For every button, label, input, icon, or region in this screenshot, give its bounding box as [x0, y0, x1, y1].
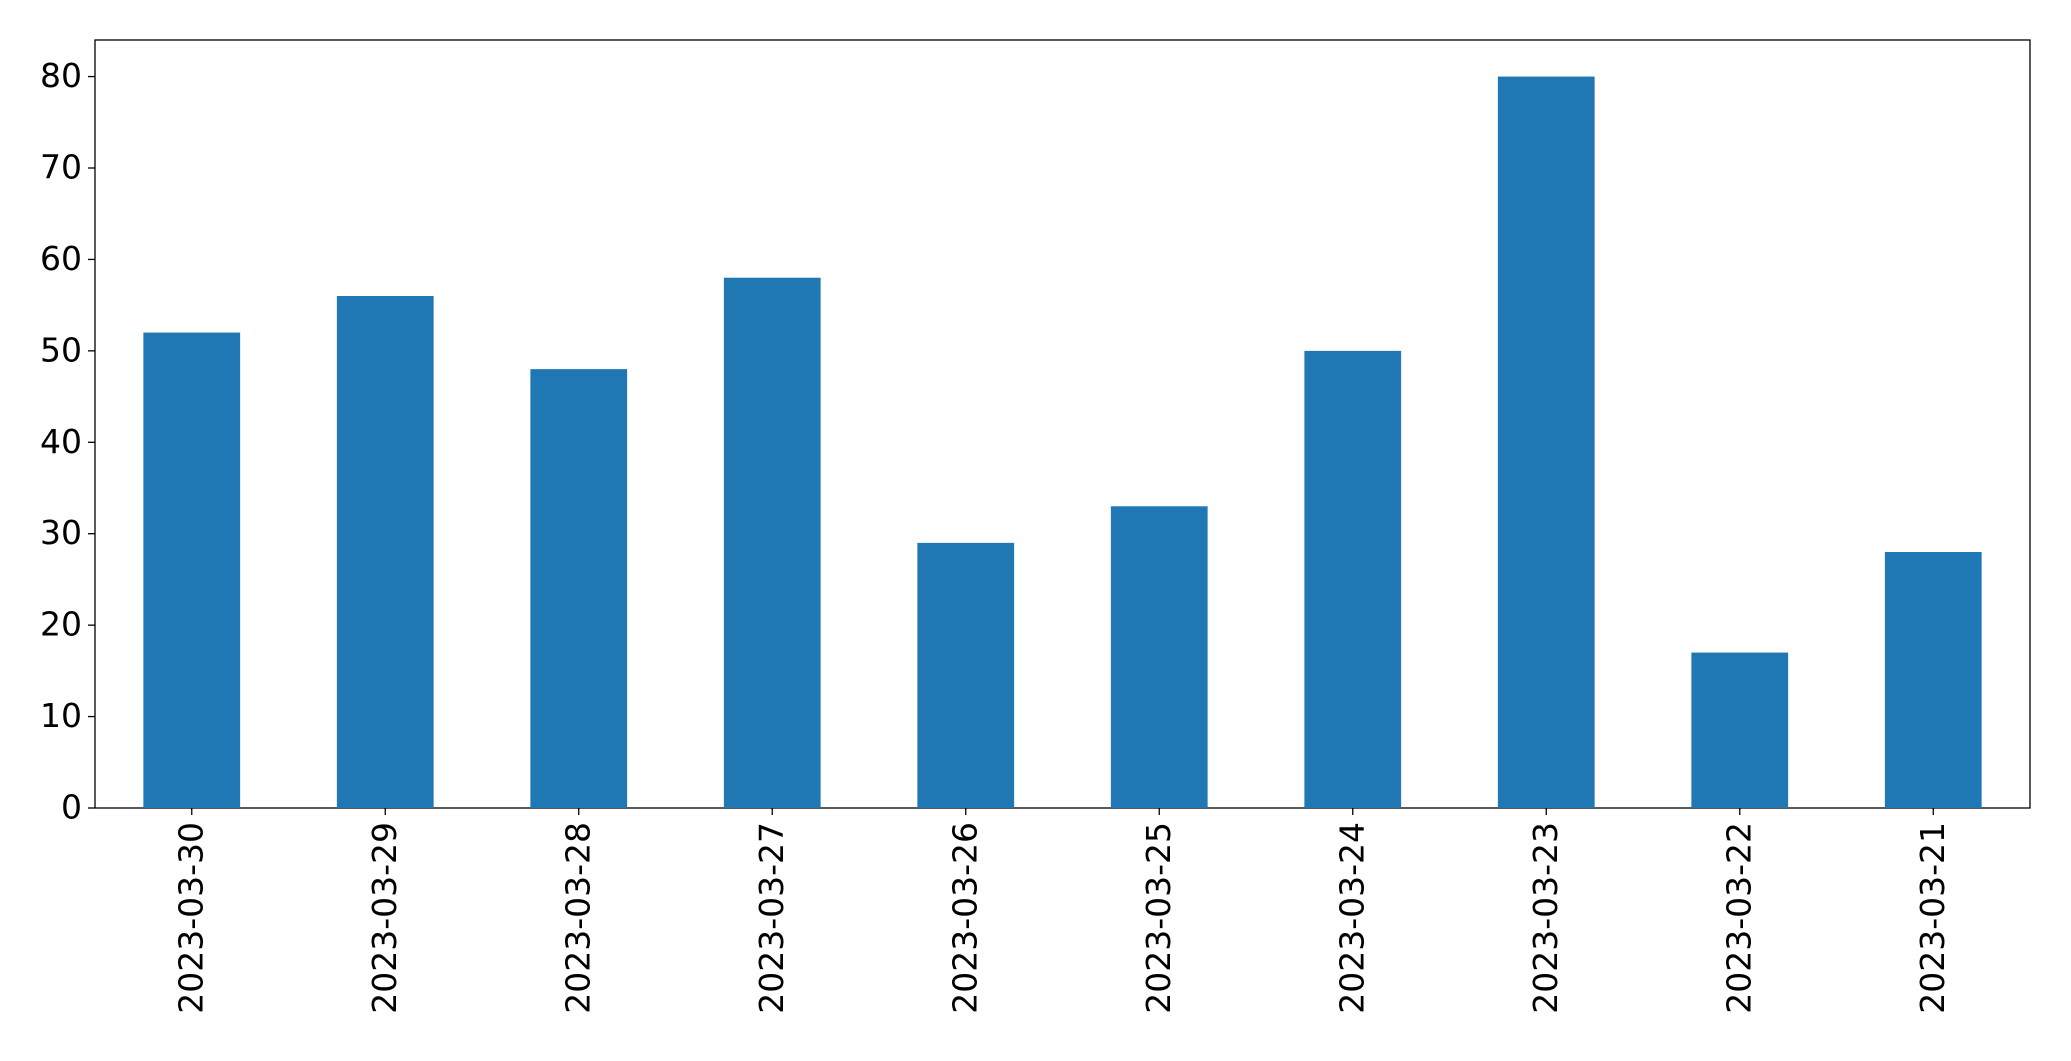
bar [1110, 506, 1208, 808]
y-tick-label: 70 [40, 148, 82, 187]
x-tick-label: 2023-03-30 [171, 822, 210, 1014]
y-tick-label: 80 [40, 56, 82, 95]
x-tick-label: 2023-03-24 [1332, 822, 1371, 1014]
x-tick-label: 2023-03-29 [365, 822, 404, 1014]
x-tick-label: 2023-03-23 [1526, 822, 1565, 1014]
x-tick-label: 2023-03-21 [1913, 822, 1952, 1014]
plot-frame [94, 39, 2031, 809]
y-tick-label: 60 [40, 239, 82, 278]
bar [1691, 652, 1789, 808]
x-tick-label: 2023-03-26 [945, 822, 984, 1014]
y-tick-label: 20 [40, 605, 82, 644]
bar [530, 369, 628, 808]
bar [723, 277, 821, 808]
y-tick-label: 30 [40, 513, 82, 552]
y-tick-label: 50 [40, 330, 82, 369]
bar [1884, 552, 1982, 808]
x-tick-label: 2023-03-27 [752, 822, 791, 1014]
x-tick-label: 2023-03-25 [1139, 822, 1178, 1014]
bar [1497, 76, 1595, 809]
bar [143, 332, 241, 808]
bar [336, 296, 434, 808]
x-tick-label: 2023-03-28 [558, 822, 597, 1014]
bar [917, 542, 1015, 808]
y-tick-label: 0 [61, 788, 82, 827]
bar [1304, 350, 1402, 808]
y-tick-label: 40 [40, 422, 82, 461]
y-tick-label: 10 [40, 696, 82, 735]
x-tick-label: 2023-03-22 [1719, 822, 1758, 1014]
